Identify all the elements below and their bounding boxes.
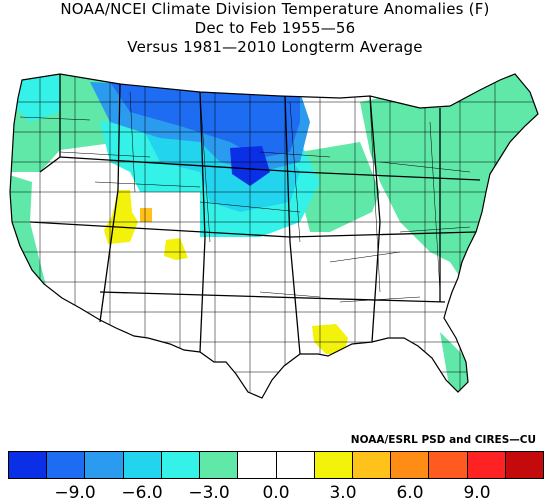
legend-swatch (276, 452, 315, 478)
legend-tick-label: 0.0 (262, 483, 290, 503)
legend-swatch (9, 452, 48, 478)
legend-tick-label: −6.0 (121, 483, 163, 503)
title-line-1: NOAA/NCEI Climate Division Temperature A… (60, 0, 490, 18)
legend-swatch (123, 452, 162, 478)
title-block: NOAA/NCEI Climate Division Temperature A… (0, 0, 550, 57)
legend-swatch (85, 452, 124, 478)
legend-tick-label: 9.0 (463, 483, 491, 503)
title-line-3: Versus 1981—2010 Longterm Average (127, 38, 423, 56)
legend-swatch (161, 452, 201, 478)
credit-label: NOAA/ESRL PSD and CIRES—CU (350, 434, 536, 446)
legend-tick-label: 6.0 (396, 483, 424, 503)
legend-tick-label: −9.0 (54, 483, 96, 503)
legend-swatch (47, 452, 86, 478)
legend-swatch (467, 452, 506, 478)
legend-swatch (200, 452, 239, 478)
legend-tick-label: −3.0 (188, 483, 230, 503)
us-outline (9, 73, 539, 399)
legend-swatch (505, 452, 544, 478)
legend-swatch (314, 452, 353, 478)
climate-division-lines (10, 74, 538, 398)
legend-tick-label: 3.0 (329, 483, 357, 503)
us-climate-division-map (9, 73, 539, 399)
legend-swatch (391, 452, 430, 478)
title-line-2: Dec to Feb 1955—56 (194, 19, 356, 37)
legend-ticks: −9.0 −6.0 −3.0 0.0 3.0 6.0 9.0 (8, 483, 544, 503)
legend-colorbar (8, 451, 544, 479)
legend-swatch (352, 452, 392, 478)
legend-swatch (429, 452, 468, 478)
legend-swatch (238, 452, 277, 478)
state-borders (29, 74, 481, 355)
